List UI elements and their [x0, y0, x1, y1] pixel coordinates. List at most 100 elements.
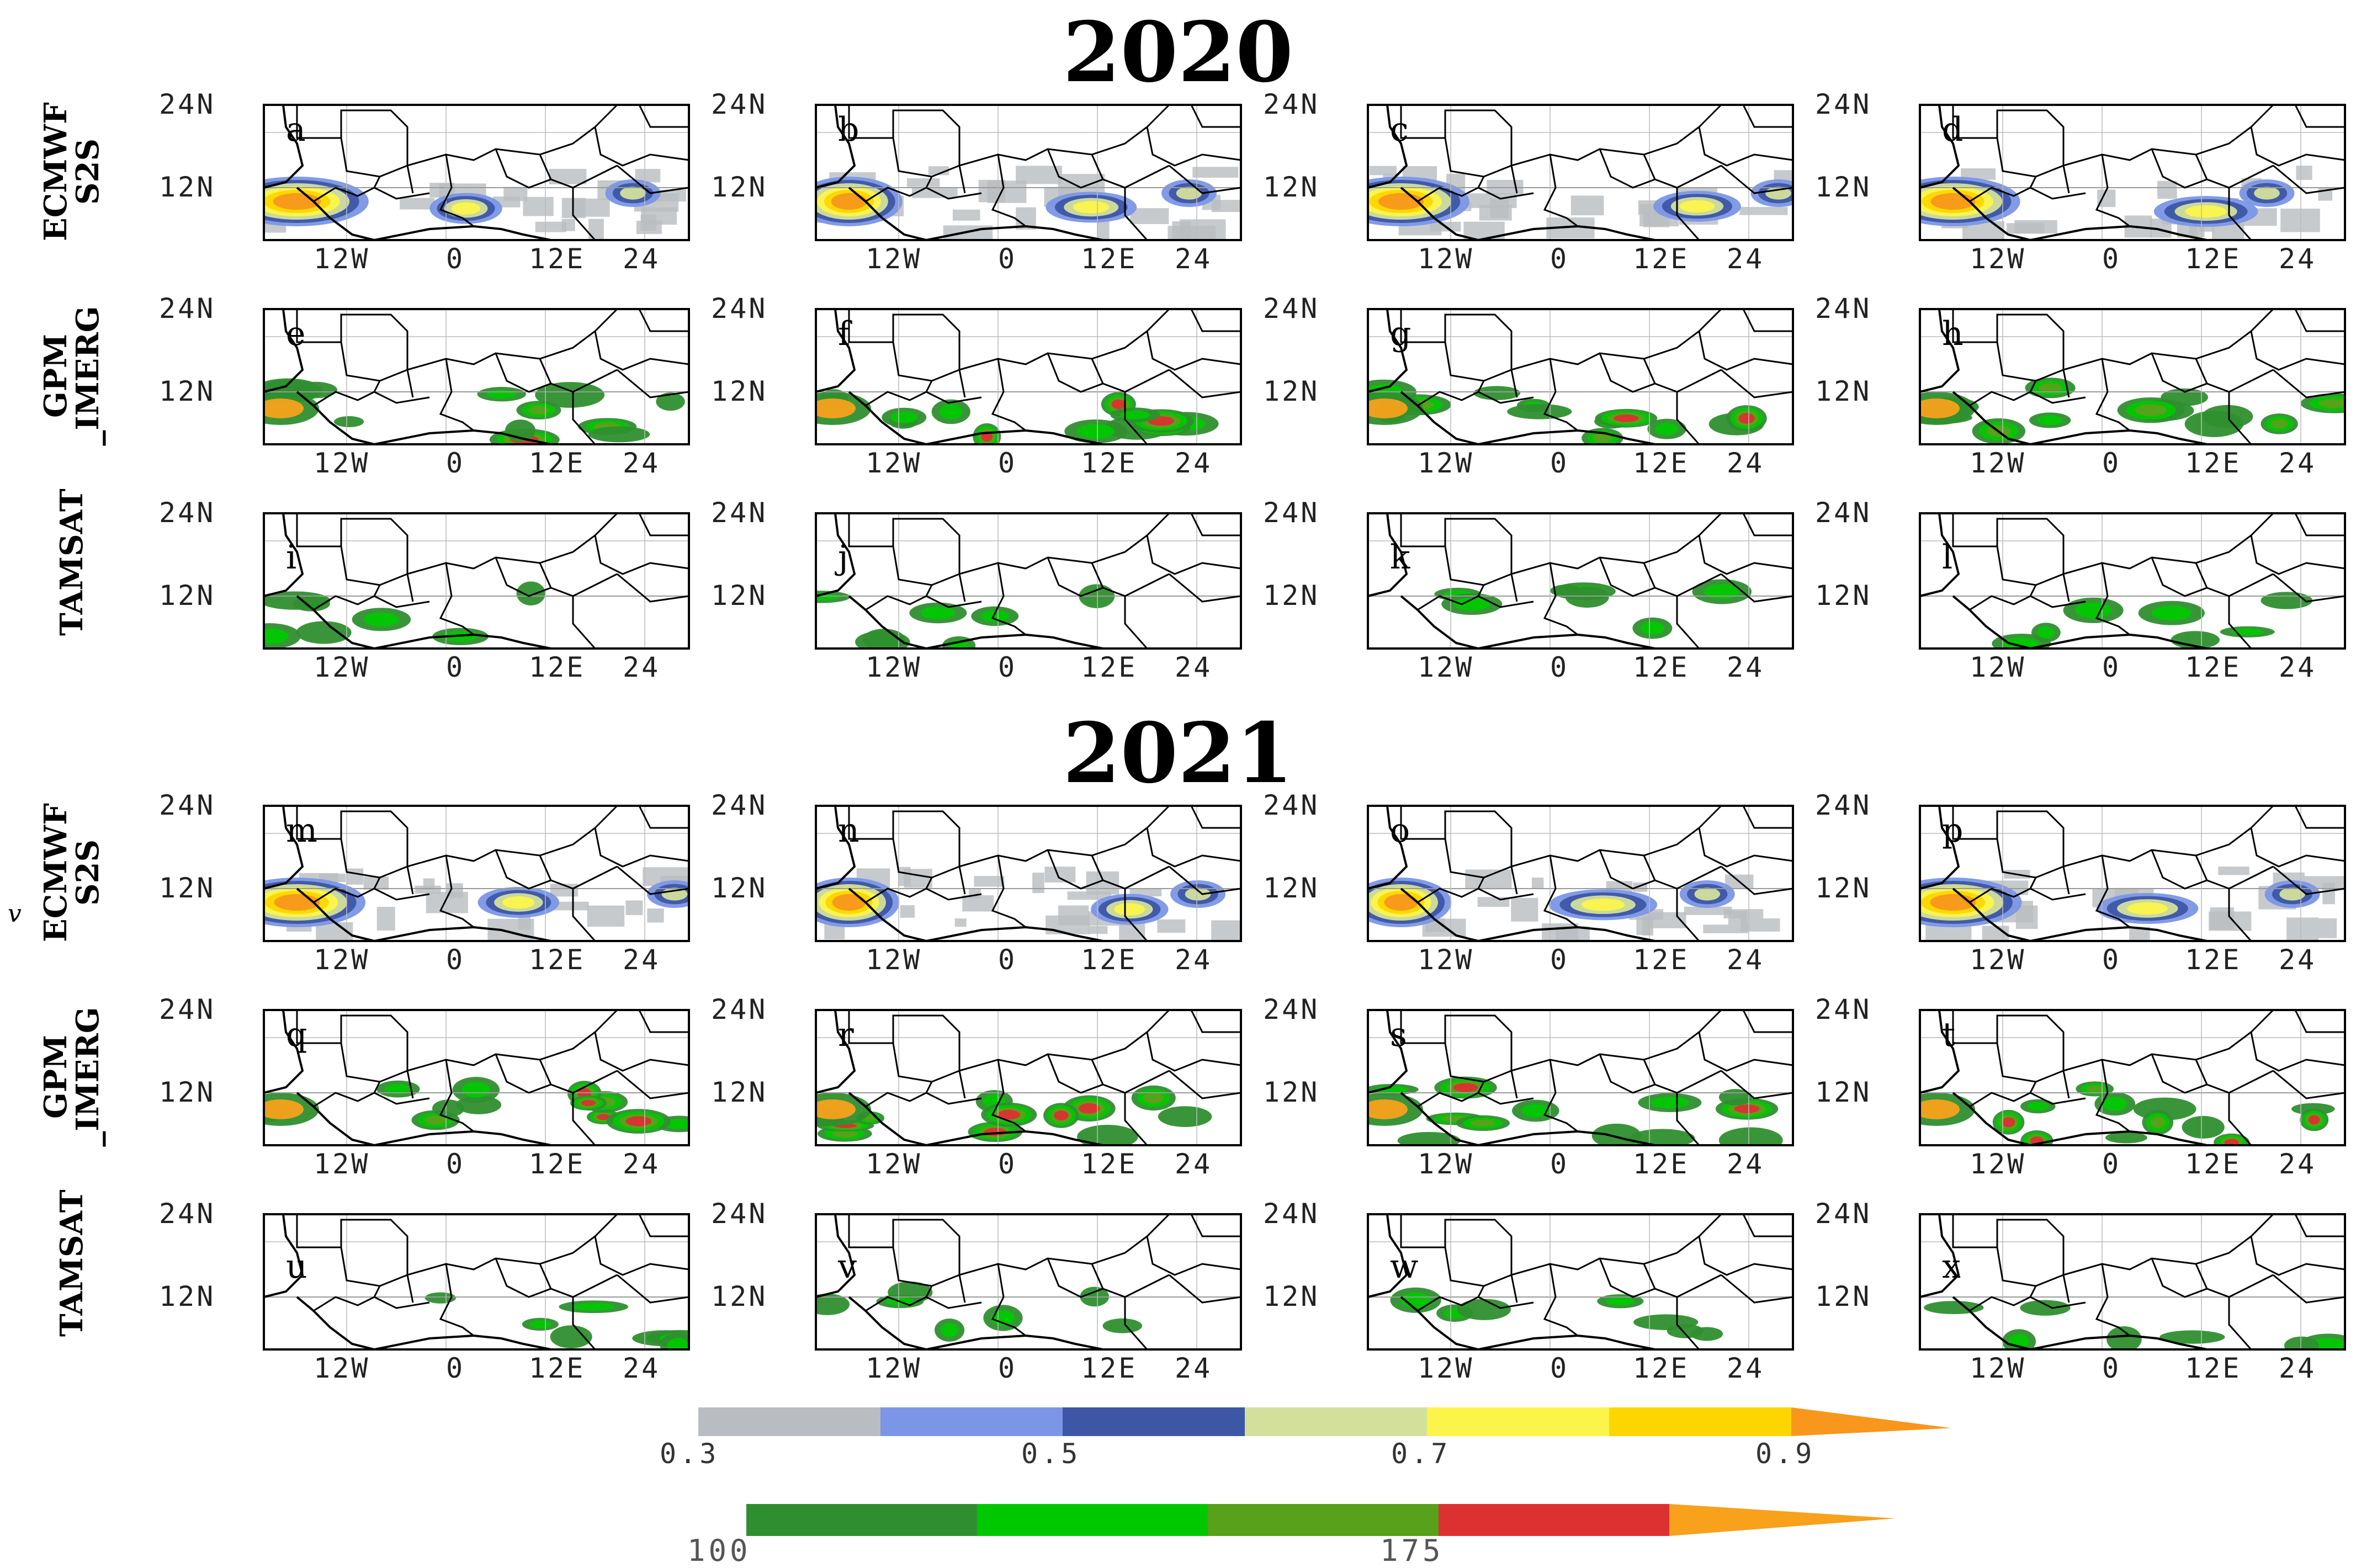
country-border — [1698, 535, 1793, 575]
x-tick-label: 24 — [623, 944, 661, 976]
country-border — [892, 546, 960, 586]
contour-blob — [1521, 1104, 1550, 1118]
country-border — [617, 805, 689, 895]
country-border — [865, 391, 982, 407]
country-border — [1477, 866, 1518, 895]
coastline — [1919, 309, 2208, 445]
country-border — [1477, 165, 1518, 194]
x-tick-label: 12W — [866, 1352, 922, 1384]
country-border — [296, 104, 618, 167]
x-tick-label: 24 — [2279, 944, 2317, 976]
country-border — [991, 1059, 1026, 1133]
colorbar-probability-segment — [880, 1407, 1063, 1436]
country-border — [2095, 1263, 2130, 1337]
map-panel: u 24N 12N 12W 0 12E 24 — [159, 1198, 690, 1384]
map-frame — [1367, 104, 1794, 241]
country-border — [892, 342, 960, 382]
contour-blob — [816, 1099, 856, 1119]
country-border — [617, 513, 689, 603]
map-svg — [815, 1009, 1242, 1146]
country-border — [1091, 562, 1148, 649]
contour-blob — [2075, 602, 2111, 618]
coastline — [1919, 805, 2208, 942]
country-border — [925, 866, 966, 895]
prob-cell — [2286, 917, 2319, 941]
map-panel: a 24N 12N 12W 0 12E 24 — [159, 88, 690, 275]
country-border — [865, 1296, 982, 1312]
x-tick-label: 12W — [314, 1352, 370, 1384]
x-tick-label: 0 — [2102, 651, 2121, 683]
country-border — [1643, 1263, 1700, 1350]
country-border — [340, 1247, 408, 1287]
country-border — [594, 126, 689, 167]
map-panel: v 24N 12N 12W 0 12E 24 — [711, 1198, 1242, 1384]
panel-letter: c — [1390, 110, 1409, 149]
country-border — [1146, 1236, 1241, 1276]
y-tick-label: 12N — [1263, 375, 1320, 407]
country-border — [2250, 827, 2346, 868]
prob-cell — [625, 900, 643, 916]
x-tick-label: 12W — [1970, 447, 2026, 479]
contour-blob — [2002, 1117, 2015, 1128]
country-border — [991, 562, 1026, 636]
contour-blob — [1704, 584, 1740, 599]
country-border — [865, 595, 982, 611]
map-svg — [815, 805, 1242, 942]
coastline — [263, 1214, 551, 1351]
country-border — [848, 1009, 1170, 1072]
country-border — [340, 546, 408, 586]
country-border — [1477, 369, 1518, 398]
colorbar-rainfall-tick: 100 — [687, 1533, 751, 1568]
contour-blob — [2224, 1139, 2239, 1145]
contour-blob — [2003, 637, 2039, 649]
prob-cell — [1961, 168, 1996, 180]
country-border — [296, 308, 618, 371]
contour-blob — [1158, 1106, 1212, 1128]
x-tick-label: 12E — [529, 243, 586, 275]
country-border — [991, 1263, 1026, 1337]
x-tick-label: 12W — [866, 944, 922, 976]
country-border — [539, 358, 596, 445]
coastline — [815, 1009, 1103, 1146]
map-frame — [263, 1009, 690, 1146]
y-tick-label: 12N — [159, 171, 216, 203]
country-border — [1543, 1263, 1578, 1337]
country-border — [1417, 595, 1534, 611]
contour-blob — [1185, 887, 1211, 901]
x-tick-label: 0 — [2102, 944, 2121, 976]
country-border — [1169, 805, 1241, 895]
country-border — [1477, 1070, 1518, 1099]
country-border — [313, 1092, 430, 1108]
map-frame — [1367, 512, 1794, 650]
panel-letter: x — [1942, 1247, 1961, 1286]
country-border — [373, 369, 414, 398]
contour-blob — [1718, 1127, 1783, 1145]
map-svg — [1919, 512, 2346, 650]
country-border — [1643, 562, 1700, 649]
map-svg — [815, 308, 1242, 445]
country-border — [2029, 866, 2070, 895]
y-tick-label: 24N — [1263, 88, 1320, 120]
country-border — [1969, 887, 2086, 903]
y-tick-label: 24N — [1263, 789, 1320, 821]
panel-letter: w — [1390, 1247, 1419, 1286]
country-border — [2029, 369, 2070, 398]
panel-letter: u — [286, 1247, 307, 1286]
x-tick-label: 24 — [1175, 1352, 1213, 1384]
colorbar-rainfall-segment — [746, 1504, 977, 1536]
panel-letter: a — [286, 110, 306, 149]
x-tick-label: 24 — [623, 1352, 661, 1384]
contour-blob — [1651, 1097, 1689, 1109]
y-tick-label: 24N — [1263, 497, 1320, 529]
map-svg — [1919, 104, 2346, 241]
contour-blob — [1734, 1104, 1760, 1113]
map-background — [1920, 513, 2345, 649]
panel-letter: t — [1942, 1016, 1956, 1054]
country-border — [439, 358, 474, 432]
coastline — [1367, 104, 1655, 241]
country-border — [2273, 513, 2346, 603]
country-border — [892, 137, 960, 178]
country-border — [1969, 1296, 2086, 1312]
contour-blob — [461, 1082, 490, 1098]
country-border — [1091, 358, 1148, 445]
